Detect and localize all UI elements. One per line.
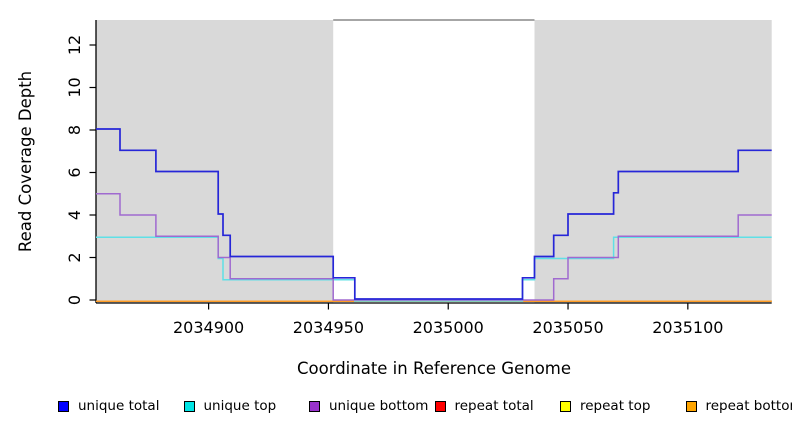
series-line-unique-bottom	[96, 193, 772, 301]
legend-item-unique-bottom: unique bottom	[309, 394, 428, 418]
y-axis-title: Read Coverage Depth	[16, 71, 35, 252]
y-tick-label: 2	[65, 252, 84, 262]
legend-swatch-repeat-bottom	[685, 400, 697, 412]
shaded-region	[534, 20, 772, 303]
y-tick-label: 4	[65, 210, 84, 220]
legend-item-repeat-bottom: repeat bottom	[685, 394, 792, 418]
y-tick-label: 10	[65, 77, 84, 97]
legend-label: unique top	[203, 398, 277, 414]
y-tick-label: 8	[65, 125, 84, 135]
legend-swatch-repeat-total	[434, 400, 446, 412]
x-tick-label: 2034950	[293, 318, 364, 337]
legend-swatch-unique-bottom	[309, 400, 320, 412]
legend-swatch-repeat-top	[560, 400, 571, 412]
x-tick-label: 2035050	[532, 318, 603, 337]
legend-label: repeat top	[580, 398, 651, 414]
y-tick-label: 12	[65, 35, 84, 55]
legend-item-unique-top: unique top	[183, 394, 277, 418]
legend: unique total unique top unique bottom repea…	[0, 394, 792, 424]
coverage-chart: 0 2 4 6 8 10 12 2034900 2034950 2035000 2035050 203…	[16, 19, 772, 378]
x-tick-label: 2035000	[413, 318, 484, 337]
x-axis-title: Coordinate in Reference Genome	[297, 359, 571, 378]
legend-label: repeat total	[454, 398, 534, 414]
axes: 0 2 4 6 8 10 12 2034900 2034950 2035000 2035050 203…	[65, 20, 772, 337]
shaded-regions	[96, 19, 772, 303]
shaded-region	[96, 20, 334, 303]
legend-item-unique-total: unique total	[58, 394, 159, 418]
legend-swatch-unique-top	[183, 400, 195, 412]
y-tick-label: 6	[65, 167, 84, 177]
legend-item-repeat-top: repeat top	[560, 394, 650, 418]
legend-item-repeat-total: repeat total	[434, 394, 534, 418]
x-tick-label: 2034900	[173, 318, 244, 337]
series-line-unique-top	[96, 236, 772, 302]
y-tick-label: 0	[65, 295, 84, 305]
x-tick-label: 2035100	[652, 318, 723, 337]
legend-label: unique bottom	[329, 398, 429, 414]
legend-label: unique total	[78, 398, 160, 414]
series-line-unique-total	[96, 128, 772, 300]
legend-label: repeat bottom	[705, 398, 792, 414]
legend-swatch-unique-total	[58, 400, 69, 412]
series-lines	[96, 128, 772, 302]
